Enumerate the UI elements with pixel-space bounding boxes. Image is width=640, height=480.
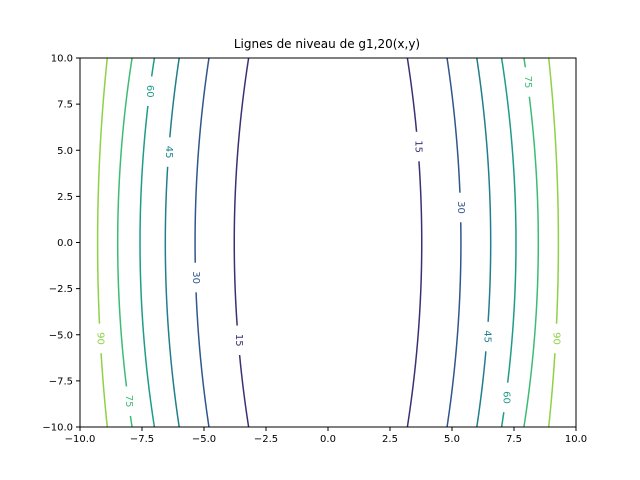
chart-title: Lignes de niveau de g1,20(x,y) bbox=[234, 37, 420, 51]
contour-line-30-left-seg1 bbox=[194, 58, 210, 263]
y-tick-label: −5.0 bbox=[49, 330, 73, 341]
y-tick-label: 0.0 bbox=[57, 238, 73, 249]
x-tick-label: −7.5 bbox=[130, 434, 154, 445]
contour-line-60-right-seg1 bbox=[500, 58, 517, 383]
contour-line-45-left-seg0 bbox=[164, 166, 180, 427]
contour-line-30-right-seg1 bbox=[446, 58, 461, 193]
contour-line-75-left-seg1 bbox=[116, 58, 133, 387]
contour-label-45-0: 45 bbox=[163, 146, 174, 159]
contour-line-60-right-seg0 bbox=[500, 412, 505, 427]
contour-label-90-0: 90 bbox=[550, 332, 561, 345]
contour-line-15-right-seg0 bbox=[406, 161, 423, 427]
plot-frame bbox=[79, 57, 577, 428]
contour-line-60-left-seg1 bbox=[150, 58, 156, 77]
contour-line-75-right-seg0 bbox=[523, 96, 540, 427]
contour-label-45-1: 45 bbox=[482, 330, 493, 343]
y-axis: −10.0 −7.5 −5.0 −2.5 0.0 2.5 5.0 7.5 10.0 bbox=[42, 54, 80, 434]
contour-line-45-left-seg1 bbox=[169, 58, 180, 138]
contour-label-75-1: 75 bbox=[123, 395, 134, 408]
x-tick-label: 0.0 bbox=[320, 434, 336, 445]
contour-line-15-left-seg1 bbox=[233, 58, 250, 326]
y-tick-label: 10.0 bbox=[51, 54, 73, 65]
x-tick-label: −5.0 bbox=[192, 434, 216, 445]
contour-line-90-right-seg1 bbox=[547, 58, 560, 324]
y-tick-label: −10.0 bbox=[42, 423, 73, 434]
contour-label-15-1: 15 bbox=[233, 334, 244, 347]
contour-labels: 15 15 30 30 45 45 60 60 75 75 90 90 bbox=[95, 76, 562, 408]
y-tick-label: −2.5 bbox=[49, 284, 73, 295]
contour-line-45-right-seg1 bbox=[476, 58, 492, 322]
contour-line-90-left-seg1 bbox=[96, 58, 109, 324]
contour-line-75-right-seg1 bbox=[523, 58, 527, 68]
contour-label-60-0: 60 bbox=[144, 85, 155, 98]
y-tick-label: −7.5 bbox=[49, 376, 73, 387]
x-tick-label: 5.0 bbox=[444, 434, 460, 445]
contour-line-90-right-seg0 bbox=[547, 353, 556, 427]
contour-label-15-0: 15 bbox=[412, 140, 423, 153]
y-tick-label: 2.5 bbox=[57, 192, 73, 203]
contour-line-15-right-seg1 bbox=[406, 58, 418, 132]
contour-label-60-1: 60 bbox=[500, 391, 511, 404]
contour-line-60-left-seg0 bbox=[139, 105, 156, 427]
y-tick-label: 7.5 bbox=[57, 100, 73, 111]
x-axis: −10.0 −7.5 −5.0 −2.5 0.0 2.5 5.0 7.5 10.0 bbox=[65, 427, 587, 445]
contour-line-15-left-seg0 bbox=[238, 354, 250, 427]
x-tick-label: −10.0 bbox=[65, 434, 96, 445]
contour-line-30-left-seg0 bbox=[195, 292, 210, 427]
contour-label-90-1: 90 bbox=[95, 332, 106, 345]
x-tick-label: 10.0 bbox=[565, 434, 587, 445]
contour-line-75-left-seg0 bbox=[129, 415, 133, 427]
contour-label-75-0: 75 bbox=[522, 76, 533, 89]
x-tick-label: 2.5 bbox=[382, 434, 398, 445]
x-tick-label: 7.5 bbox=[506, 434, 522, 445]
contour-line-45-right-seg0 bbox=[476, 351, 487, 427]
contour-label-30-0: 30 bbox=[455, 201, 466, 214]
contour-line-30-right-seg0 bbox=[446, 222, 462, 427]
y-tick-label: 5.0 bbox=[57, 146, 73, 157]
contour-line-90-left-seg0 bbox=[100, 353, 109, 427]
contour-lines bbox=[96, 58, 560, 427]
x-tick-label: −2.5 bbox=[254, 434, 278, 445]
contour-label-30-1: 30 bbox=[190, 271, 201, 284]
